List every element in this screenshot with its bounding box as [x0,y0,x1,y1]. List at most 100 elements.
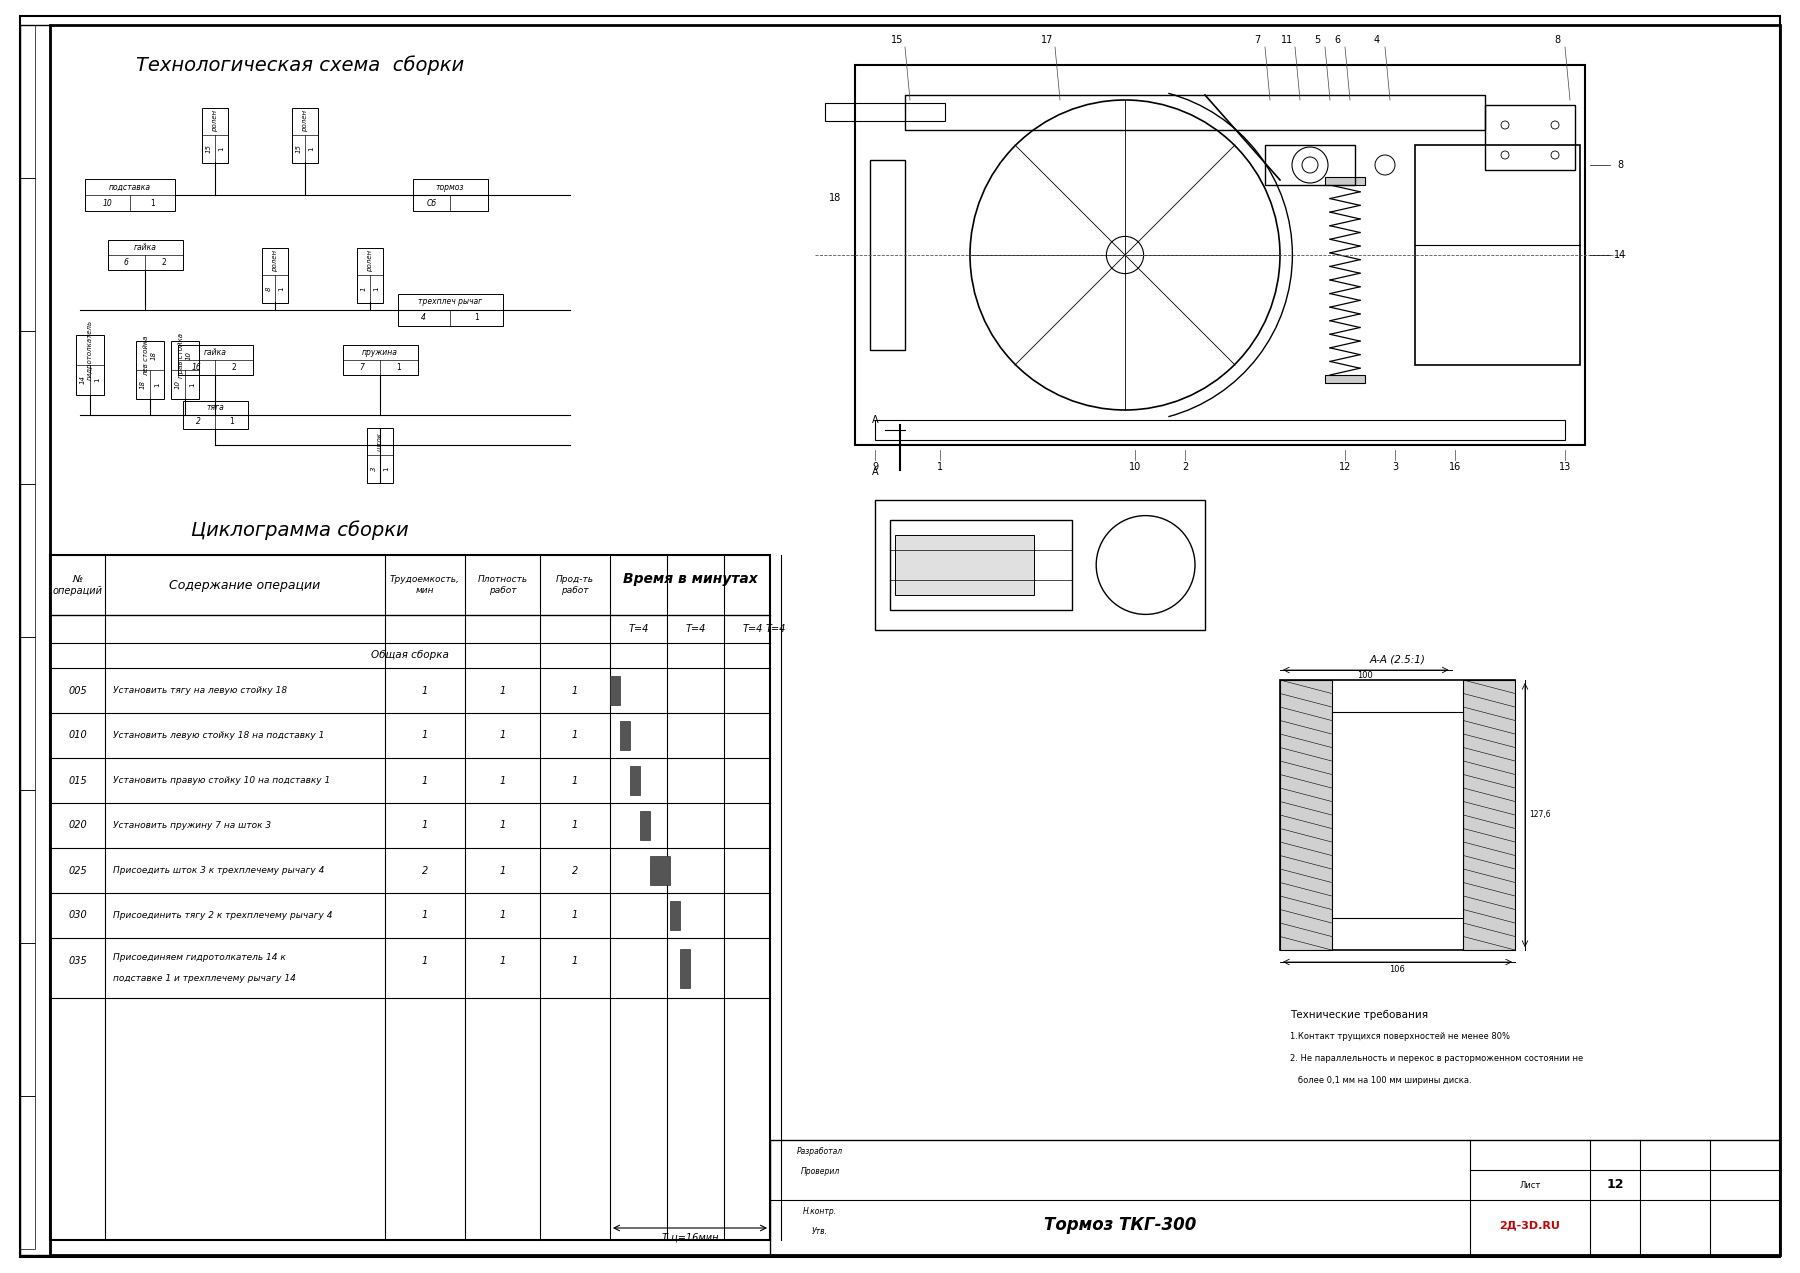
Text: 16: 16 [191,363,202,372]
Text: Лист: Лист [1519,1180,1541,1189]
Text: гайка: гайка [203,348,227,356]
Text: 5: 5 [1314,34,1319,45]
Text: Общая сборка: Общая сборка [371,651,448,661]
Text: Сб: Сб [427,199,436,207]
Text: 2: 2 [421,866,428,876]
Text: 1: 1 [229,418,234,426]
Bar [1325,376,1364,383]
Text: 2. Не параллельность и перекос в расторможенном состоянии не: 2. Не параллельность и перекос в расторм… [1291,1054,1584,1063]
Bar [619,721,630,750]
Bar [356,247,383,303]
Text: Присоединить тягу 2 к трехплечему рычагу 4: Присоединить тягу 2 к трехплечему рычагу… [113,911,333,920]
Text: 10: 10 [175,381,182,390]
Bar [20,484,34,636]
Text: 1: 1 [189,382,194,387]
Text: A: A [871,415,878,425]
Text: 1: 1 [94,378,101,382]
Bar [770,1141,1780,1255]
Bar [1485,104,1575,171]
Text: 2: 2 [196,418,202,426]
Text: 10: 10 [1129,462,1141,472]
Text: 1: 1 [499,910,506,920]
Bar [137,341,164,398]
Text: трехплеч рычаг: трехплеч рычаг [418,298,482,307]
Text: Проверил: Проверил [801,1167,839,1176]
Bar [895,535,1033,594]
Bar [1332,713,1463,918]
Text: 1: 1 [572,775,578,785]
Bar [855,65,1586,446]
Text: Прод-ть
работ: Прод-ть работ [556,575,594,594]
Bar [20,636,34,791]
Text: 1: 1 [572,910,578,920]
Bar [20,943,34,1096]
Text: Время в минутах: Время в минутах [623,572,758,586]
Bar [263,247,288,303]
Text: 2: 2 [1183,462,1188,472]
Bar [889,519,1071,610]
Text: Разработал: Разработал [797,1147,842,1156]
Bar [1325,177,1364,185]
Text: 6: 6 [124,258,128,267]
Text: 15: 15 [295,144,302,153]
Text: 1: 1 [421,685,428,695]
Bar [905,95,1485,130]
Bar [869,160,905,350]
Bar [412,179,488,211]
Text: 6: 6 [1334,34,1339,45]
Text: 18: 18 [828,193,841,202]
Text: гайка: гайка [133,243,157,252]
Text: 106: 106 [1390,965,1406,975]
Text: 1: 1 [938,462,943,472]
Bar [76,335,104,395]
Text: 1.Контакт трущихся поверхностей не менее 80%: 1.Контакт трущихся поверхностей не менее… [1291,1032,1510,1041]
Text: 020: 020 [68,821,86,830]
Bar [680,948,689,988]
Text: более 0,1 мм на 100 мм ширины диска.: более 0,1 мм на 100 мм ширины диска. [1291,1076,1472,1085]
Bar [1265,145,1355,185]
Text: 11: 11 [1282,34,1292,45]
Bar [50,555,770,1240]
Text: подставка: подставка [110,182,151,191]
Bar [1463,680,1516,950]
Bar [85,179,175,211]
Text: 4: 4 [421,313,427,322]
Text: 3: 3 [371,466,376,471]
Text: шток: шток [376,432,383,451]
Text: 10: 10 [103,199,112,207]
Text: 14: 14 [79,376,86,384]
Text: T=4: T=4 [742,624,763,634]
Bar [20,791,34,943]
Text: 127,6: 127,6 [1530,811,1552,820]
Text: Установить пружину 7 на шток 3: Установить пружину 7 на шток 3 [113,821,272,830]
Text: 030: 030 [68,910,86,920]
Text: 17: 17 [1040,34,1053,45]
Text: T=4: T=4 [686,624,706,634]
Text: 2: 2 [232,363,236,372]
Bar [1280,680,1516,950]
Text: 005: 005 [68,685,86,695]
Text: 1: 1 [499,956,506,966]
Text: 1: 1 [360,286,367,292]
Text: 010: 010 [68,731,86,741]
Text: T=4: T=4 [765,624,785,634]
Text: 1: 1 [473,313,479,322]
Text: ролен: ролен [302,111,308,132]
Text: 1: 1 [218,146,225,151]
Text: 015: 015 [68,775,86,785]
Text: ролен: ролен [367,251,373,272]
Bar [171,341,200,398]
Bar [1415,145,1580,365]
Text: 4: 4 [1373,34,1381,45]
Bar [1280,680,1332,950]
Text: 100: 100 [1357,671,1372,680]
Text: 1: 1 [421,956,428,966]
Text: тормоз: тормоз [436,182,464,191]
Text: 1: 1 [279,286,284,292]
Text: 1: 1 [572,731,578,741]
Text: 1: 1 [572,821,578,830]
Text: 1: 1 [421,731,428,741]
Bar [650,855,670,885]
Text: Содержание операции: Содержание операции [169,578,320,592]
Bar [367,428,392,482]
